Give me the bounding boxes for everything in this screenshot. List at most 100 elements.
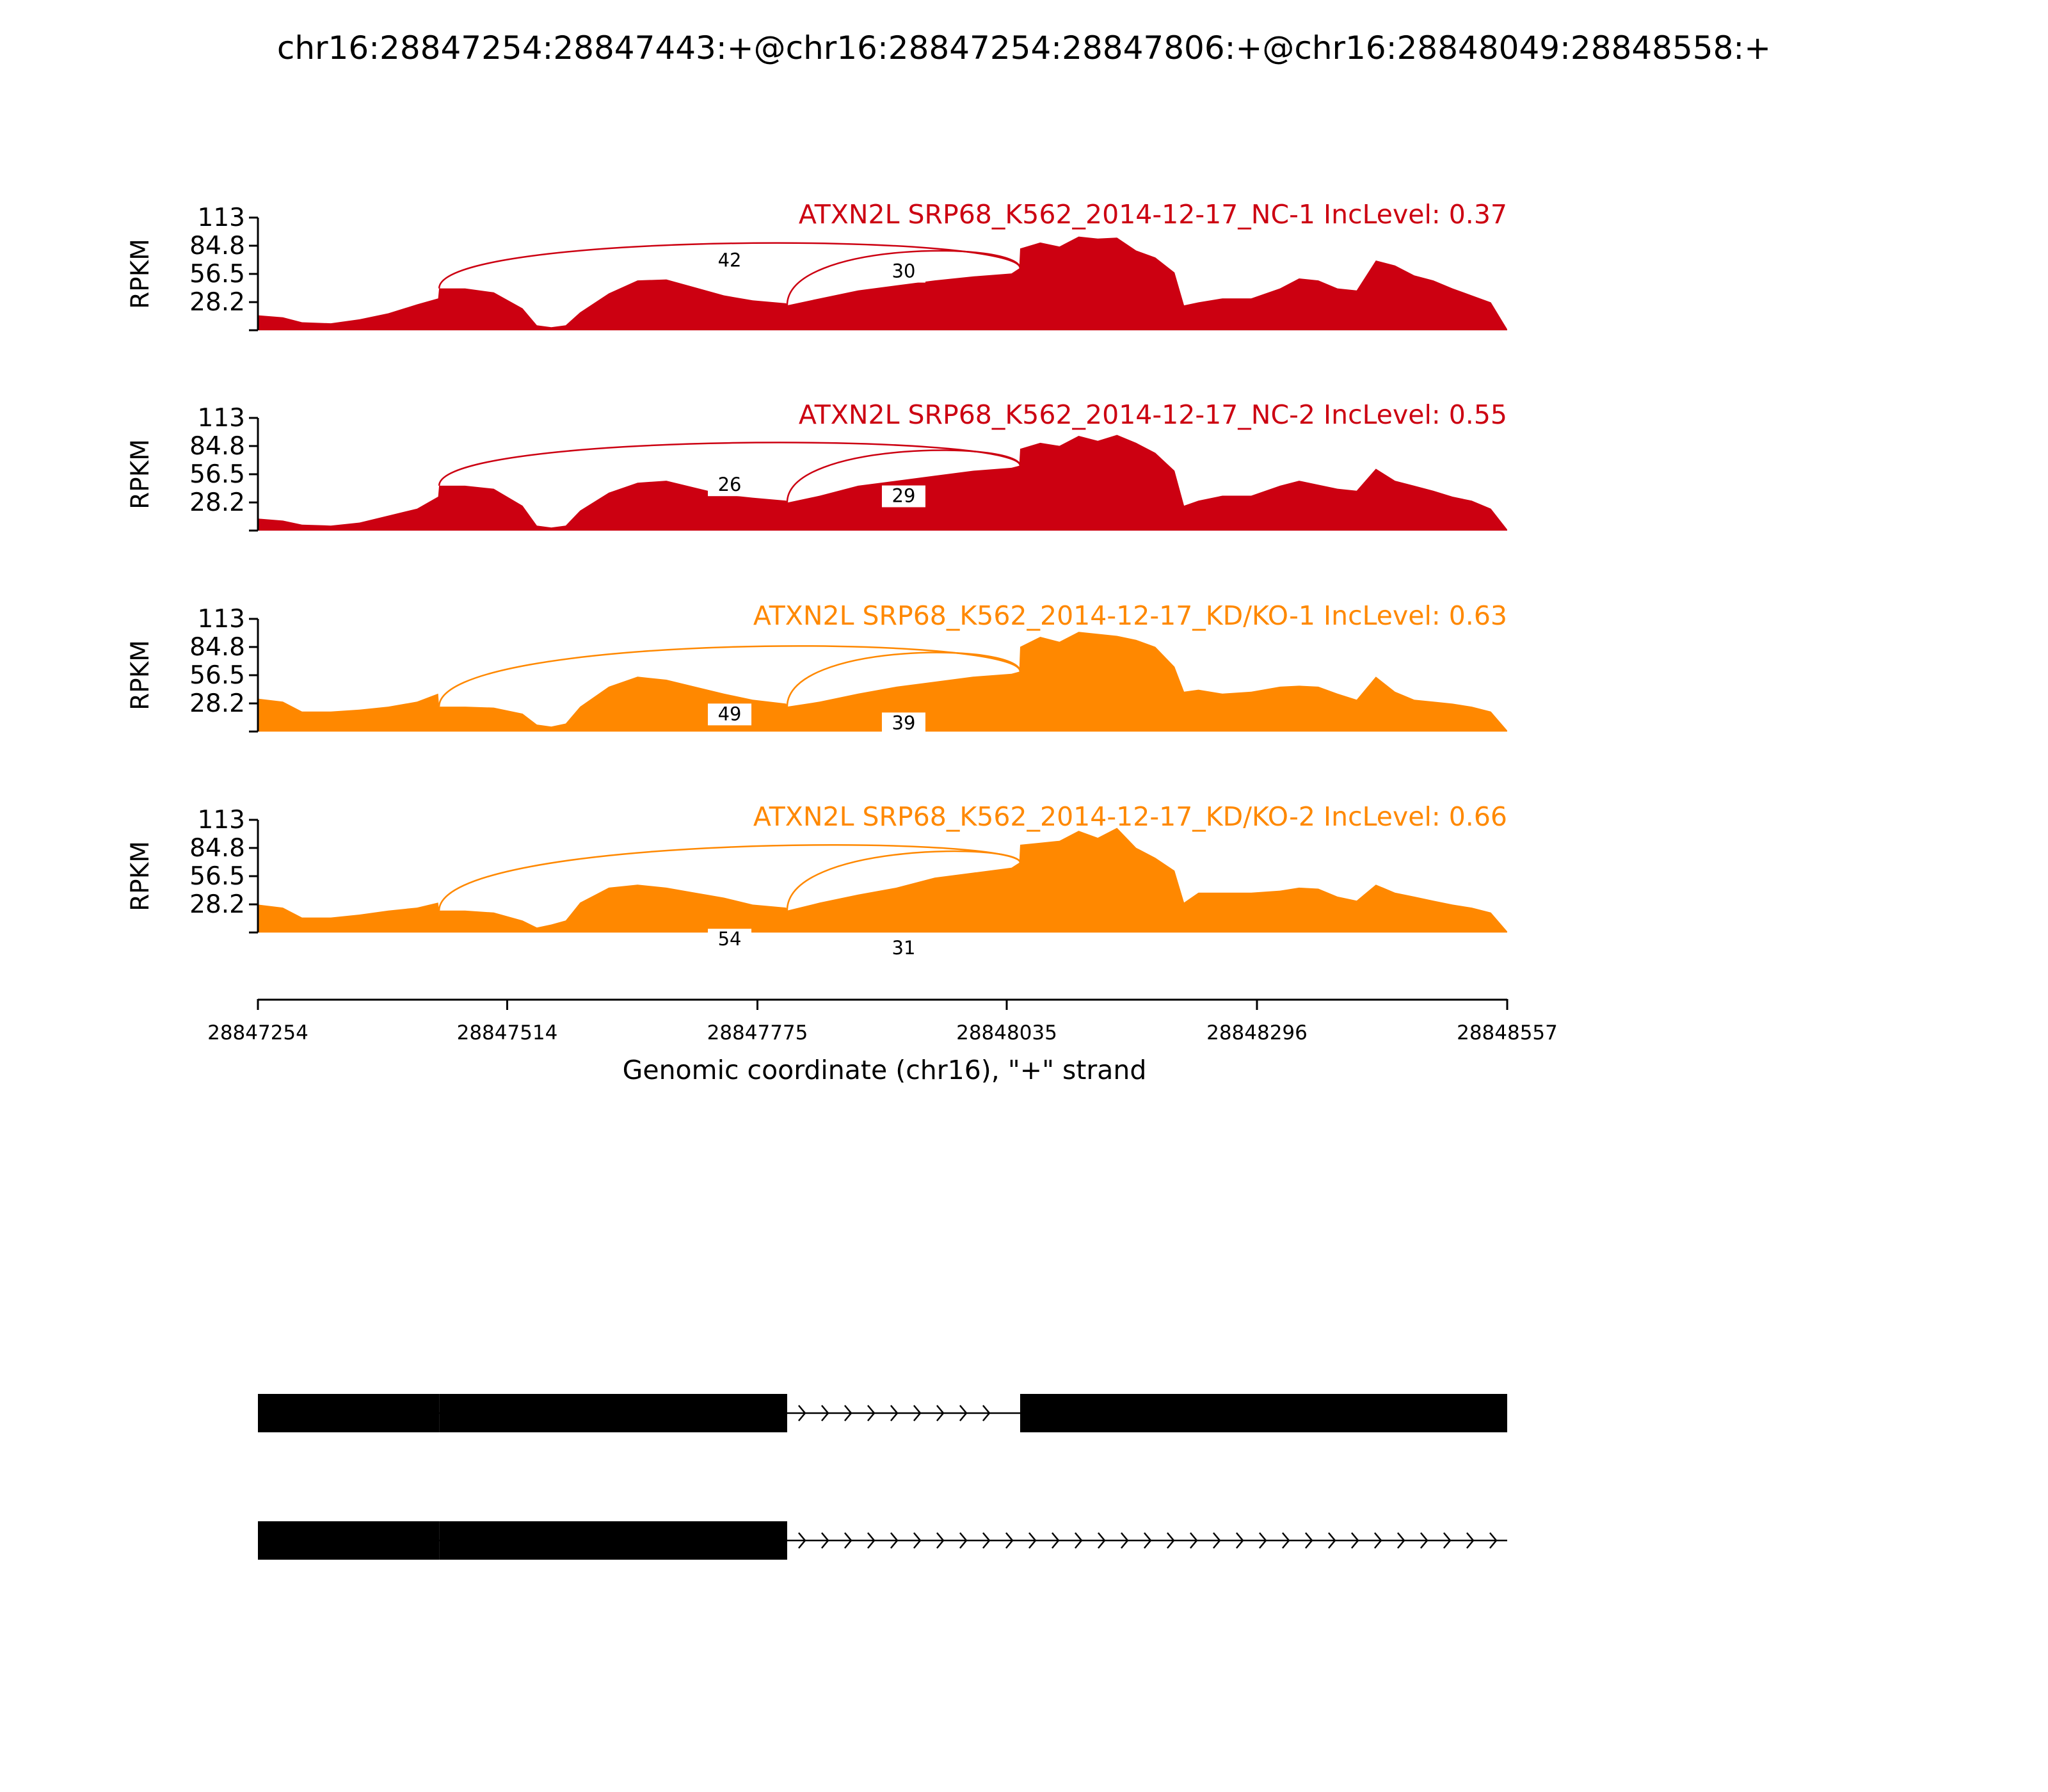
- strand-chevron: [867, 1532, 876, 1549]
- strand-chevron: [844, 1405, 852, 1421]
- isoform-models: [258, 1394, 1507, 1560]
- track-label: ATXN2L SRP68_K562_2014-12-17_NC-1 IncLev…: [799, 199, 1507, 230]
- x-tick-label: 28847514: [457, 1021, 558, 1044]
- junction-count-box: [881, 712, 925, 735]
- junction-count-box: [708, 474, 752, 497]
- y-tick-label: 113: [198, 404, 245, 433]
- strand-chevron: [1143, 1532, 1152, 1549]
- junction-count-box: [708, 929, 752, 951]
- y-tick-label: 113: [198, 605, 245, 634]
- junction-count-box: [881, 938, 925, 960]
- strand-chevron: [1327, 1532, 1336, 1549]
- strand-chevron: [1189, 1532, 1198, 1549]
- x-tick-label: 28848296: [1206, 1021, 1308, 1044]
- y-tick-label: 28.2: [189, 689, 245, 718]
- junction-count: 29: [892, 485, 916, 507]
- strand-chevron: [1373, 1532, 1382, 1549]
- strand-chevron: [982, 1405, 991, 1421]
- strand-chevron: [1443, 1532, 1452, 1549]
- junction-count: 49: [718, 703, 742, 724]
- y-tick-label: 84.8: [189, 633, 245, 662]
- strand-chevron: [1005, 1532, 1014, 1549]
- y-tick-label: 113: [198, 204, 245, 232]
- junction-arc: [786, 449, 1021, 503]
- x-tick-label: 28847254: [207, 1021, 308, 1044]
- strand-chevron: [820, 1405, 829, 1421]
- y-tick-label: 56.5: [189, 460, 245, 489]
- strand-chevron: [913, 1405, 922, 1421]
- x-tick-label: 28848557: [1457, 1021, 1558, 1044]
- strand-chevron: [890, 1405, 899, 1421]
- junction-count: 31: [892, 937, 916, 959]
- y-tick-label: 56.5: [189, 260, 245, 289]
- y-tick-label: 84.8: [189, 834, 245, 863]
- junction-arc: [786, 652, 1021, 707]
- junction-arc: [438, 645, 1021, 707]
- strand-chevron: [1304, 1532, 1313, 1549]
- junction-count-box: [708, 703, 752, 726]
- x-tick-label: 28848035: [956, 1021, 1057, 1044]
- strand-chevron: [1051, 1532, 1060, 1549]
- y-tick-label: 84.8: [189, 432, 245, 461]
- strand-chevron: [1074, 1532, 1083, 1549]
- strand-chevron: [797, 1405, 806, 1421]
- strand-chevron: [1120, 1532, 1129, 1549]
- strand-chevron: [1281, 1532, 1290, 1549]
- strand-chevron: [1396, 1532, 1405, 1549]
- strand-chevron: [982, 1532, 991, 1549]
- junction-count-box: [881, 260, 925, 283]
- strand-chevron: [844, 1532, 852, 1549]
- strand-chevron: [1489, 1532, 1498, 1549]
- strand-chevron: [1166, 1532, 1175, 1549]
- y-axis-label: RPKM: [126, 439, 155, 509]
- y-tick-label: 28.2: [189, 890, 245, 919]
- strand-chevron: [959, 1405, 968, 1421]
- y-tick-label: 56.5: [189, 862, 245, 891]
- junction-arc: [438, 242, 1021, 289]
- y-axis-label: RPKM: [126, 640, 155, 710]
- coverage-area: [258, 632, 1507, 732]
- junction-count: 42: [718, 249, 742, 271]
- x-axis: Genomic coordinate (chr16), "+" strand 2…: [207, 998, 1558, 1085]
- exon-block: [1020, 1394, 1507, 1432]
- isoform: [258, 1394, 1507, 1432]
- chart-title: chr16:28847254:28847443:+@chr16:28847254…: [277, 29, 1771, 67]
- y-axis-label: RPKM: [126, 239, 155, 309]
- strand-chevron: [820, 1532, 829, 1549]
- track-label: ATXN2L SRP68_K562_2014-12-17_KD/KO-1 Inc…: [753, 600, 1507, 631]
- strand-chevron: [936, 1532, 945, 1549]
- strand-chevron: [936, 1405, 945, 1421]
- strand-chevron: [890, 1532, 899, 1549]
- y-tick-label: 28.2: [189, 488, 245, 517]
- strand-chevron: [1212, 1532, 1221, 1549]
- coverage-area: [258, 236, 1507, 330]
- strand-chevron: [1097, 1532, 1106, 1549]
- exon-block: [439, 1521, 787, 1560]
- strand-chevron: [1350, 1532, 1359, 1549]
- coverage-area: [258, 828, 1507, 932]
- junction-count: 54: [718, 928, 742, 950]
- y-tick-label: 113: [198, 806, 245, 835]
- junction-count: 30: [892, 260, 916, 282]
- exon-block: [439, 1394, 787, 1432]
- track-label: ATXN2L SRP68_K562_2014-12-17_KD/KO-2 Inc…: [753, 801, 1507, 832]
- strand-chevron: [1420, 1532, 1428, 1549]
- junction-count: 39: [892, 712, 916, 733]
- junction-arc: [786, 250, 1021, 306]
- junction-count-box: [708, 250, 752, 272]
- isoform: [258, 1521, 1507, 1560]
- strand-chevron: [1466, 1532, 1475, 1549]
- strand-chevron: [1235, 1532, 1244, 1549]
- strand-chevron: [1258, 1532, 1267, 1549]
- track-label: ATXN2L SRP68_K562_2014-12-17_NC-2 IncLev…: [799, 399, 1507, 430]
- strand-chevron: [959, 1532, 968, 1549]
- exon-block: [258, 1521, 440, 1560]
- x-tick-label: 28847775: [707, 1021, 808, 1044]
- junction-count-box: [881, 485, 925, 508]
